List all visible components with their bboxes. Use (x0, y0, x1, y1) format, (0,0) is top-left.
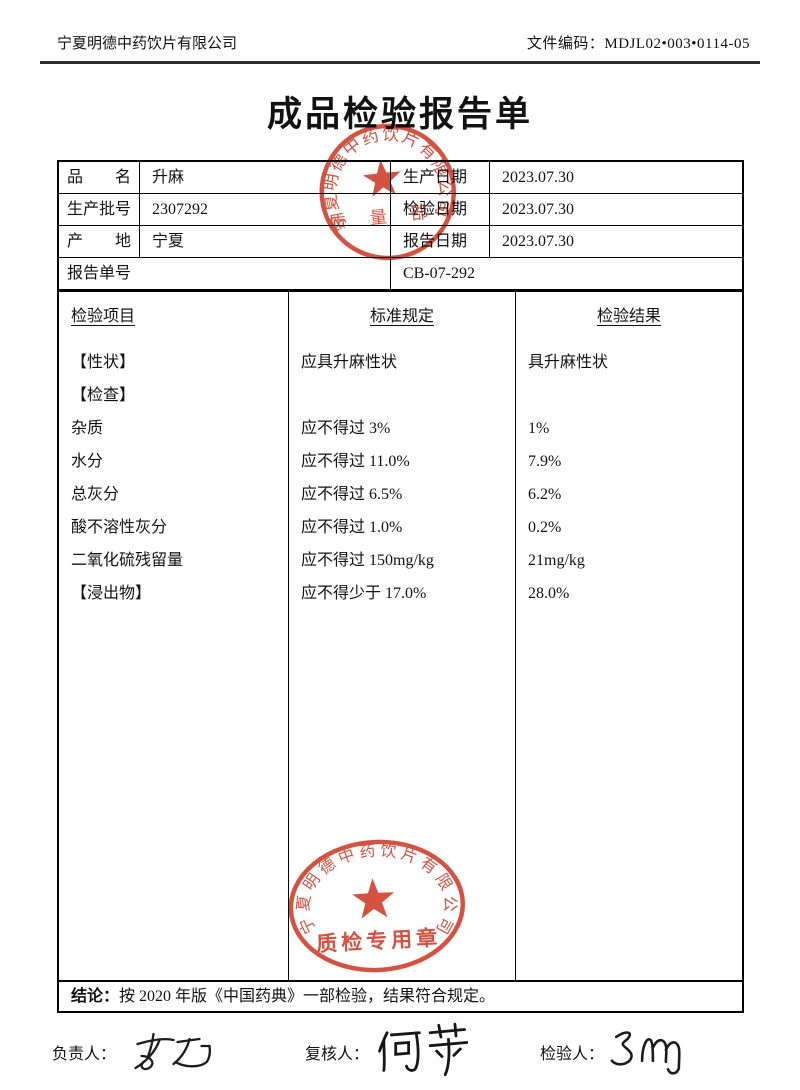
standard-cell (289, 379, 515, 412)
inspector-signature-image (604, 1024, 704, 1078)
report-date-label: 报告日期 (390, 226, 489, 257)
quality-dept-stamp: 宁夏明德中药饮片有限公司 质 量 部 (305, 110, 470, 280)
standard-cell: 应不得过 150mg/kg (301, 552, 434, 569)
item-cell: 【浸出物】 (71, 585, 152, 602)
item-cell: 【检查】 (71, 387, 136, 404)
signoff-row: 负责人： 复核人： (52, 1022, 762, 1084)
inspection-section: 检验项目 【性状】 【检查】 杂质 水分 总灰分 酸不溶性灰分 二氧化硫残留量 … (59, 289, 742, 980)
stamp-bottom-text: 质检专用章 (316, 926, 442, 957)
conclusion-row: 结论：按 2020 年版《中国药典》一部检验，结果符合规定。 (59, 980, 742, 1011)
product-name-value: 升麻 (139, 162, 390, 193)
standard-cell: 应不得过 11.0% (301, 453, 410, 470)
reviewer-label: 复核人： (305, 1046, 370, 1063)
result-cell: 7.9% (528, 453, 562, 470)
responsible-label: 负责人： (52, 1046, 117, 1063)
standard-cell: 应不得过 6.5% (301, 486, 403, 503)
result-cell: 1% (528, 420, 550, 437)
responsible-signature-image (118, 1026, 228, 1078)
star-icon (352, 878, 395, 919)
conclusion-text: 按 2020 年版《中国药典》一部检验，结果符合规定。 (119, 988, 496, 1005)
production-date-value: 2023.07.30 (489, 162, 742, 193)
reviewer-signature-image (374, 1022, 482, 1078)
result-cell: 21mg/kg (528, 552, 585, 569)
batch-no-value: 2307292 (139, 194, 390, 225)
batch-no-label: 生产批号 (67, 201, 132, 218)
column-header-items: 检验项目 (71, 308, 136, 325)
report-table: 品 名 升麻 生产日期 2023.07.30 生产批号 2307292 检验日期… (57, 160, 744, 1013)
report-date-value: 2023.07.30 (489, 226, 742, 257)
inspector-label: 检验人： (540, 1046, 605, 1063)
document-code: 文件编码：MDJL02•003•0114-05 (526, 36, 750, 52)
result-cell: 具升麻性状 (528, 354, 609, 371)
product-name-label: 品 名 (67, 169, 132, 186)
company-name: 宁夏明德中药饮片有限公司 (57, 36, 238, 52)
origin-label: 产 地 (67, 233, 132, 250)
column-header-standards: 标准规定 (369, 308, 434, 325)
item-cell: 杂质 (71, 420, 104, 437)
result-cell (516, 379, 742, 412)
standard-cell: 应具升麻性状 (301, 354, 398, 371)
document-header: 宁夏明德中药饮片有限公司 文件编码：MDJL02•003•0114-05 (40, 32, 760, 64)
result-cell: 6.2% (528, 486, 562, 503)
column-results: 检验结果 具升麻性状 1% 7.9% 6.2% 0.2% 21mg/kg 28.… (515, 292, 742, 980)
item-cell: 水分 (71, 453, 104, 470)
standard-cell: 应不得少于 17.0% (301, 585, 427, 602)
qc-seal-stamp: 宁夏明德中药饮片有限公司 质检专用章 (281, 831, 472, 987)
report-no-value: CB-07-292 (390, 258, 742, 289)
column-header-results: 检验结果 (596, 308, 661, 325)
standard-cell: 应不得过 1.0% (301, 519, 403, 536)
column-standards: 标准规定 应具升麻性状 应不得过 3% 应不得过 11.0% 应不得过 6.5%… (288, 292, 515, 980)
origin-value: 宁夏 (139, 226, 390, 257)
stamp-bottom-text: 质 量 部 (328, 202, 439, 232)
report-no-label: 报告单号 (67, 265, 132, 282)
item-cell: 酸不溶性灰分 (71, 519, 168, 536)
standard-cell: 应不得过 3% (301, 420, 391, 437)
column-items: 检验项目 【性状】 【检查】 杂质 水分 总灰分 酸不溶性灰分 二氧化硫残留量 … (59, 292, 288, 980)
item-cell: 二氧化硫残留量 (71, 552, 184, 569)
table-row-report-no: 报告单号 CB-07-292 (59, 258, 742, 289)
inspection-date-value: 2023.07.30 (489, 194, 742, 225)
item-cell: 【性状】 (71, 354, 136, 371)
result-cell: 28.0% (528, 585, 570, 602)
star-icon (362, 159, 401, 197)
item-cell: 总灰分 (71, 486, 120, 503)
result-cell: 0.2% (528, 519, 562, 536)
conclusion-label: 结论： (71, 988, 120, 1005)
